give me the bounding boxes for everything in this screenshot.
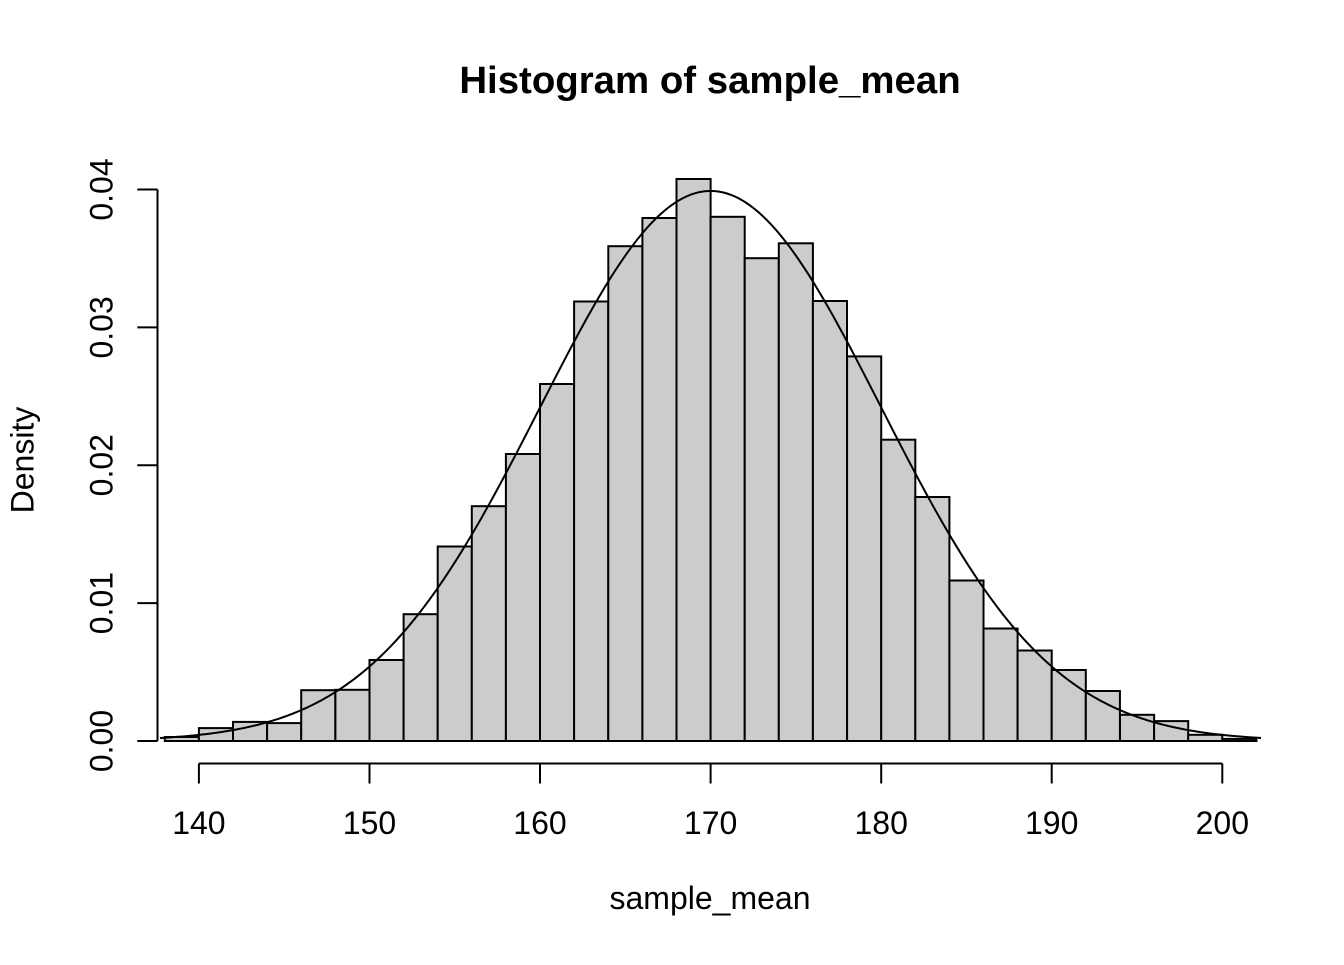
svg-text:190: 190	[1025, 805, 1078, 841]
svg-text:Histogram of sample_mean: Histogram of sample_mean	[459, 59, 960, 102]
svg-text:180: 180	[855, 805, 908, 841]
svg-text:140: 140	[172, 805, 225, 841]
svg-text:0.01: 0.01	[84, 572, 120, 634]
svg-text:200: 200	[1196, 805, 1249, 841]
svg-text:150: 150	[343, 805, 396, 841]
svg-text:0.00: 0.00	[84, 710, 120, 772]
svg-text:Density: Density	[5, 407, 41, 514]
svg-text:170: 170	[684, 805, 737, 841]
svg-text:sample_mean: sample_mean	[610, 880, 811, 916]
svg-text:0.02: 0.02	[84, 434, 120, 496]
svg-text:160: 160	[513, 805, 566, 841]
svg-text:0.04: 0.04	[84, 158, 120, 220]
svg-text:0.03: 0.03	[84, 296, 120, 358]
